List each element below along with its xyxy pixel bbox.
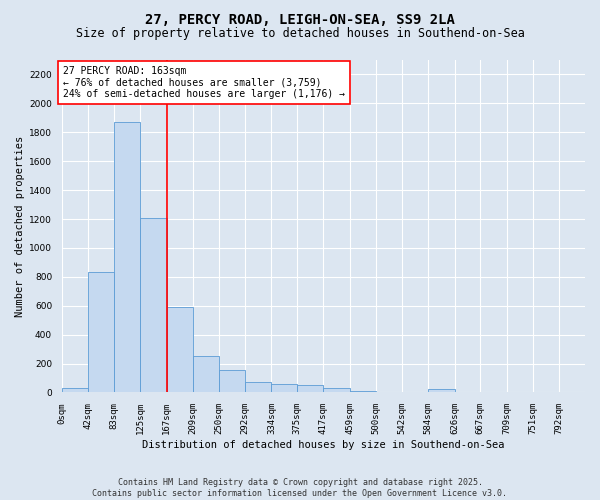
Bar	[350, 391, 376, 392]
Bar	[140, 218, 167, 392]
Bar	[245, 382, 271, 392]
Text: Size of property relative to detached houses in Southend-on-Sea: Size of property relative to detached ho…	[76, 28, 524, 40]
Text: 27, PERCY ROAD, LEIGH-ON-SEA, SS9 2LA: 27, PERCY ROAD, LEIGH-ON-SEA, SS9 2LA	[145, 12, 455, 26]
X-axis label: Distribution of detached houses by size in Southend-on-Sea: Distribution of detached houses by size …	[142, 440, 505, 450]
Text: Contains HM Land Registry data © Crown copyright and database right 2025.
Contai: Contains HM Land Registry data © Crown c…	[92, 478, 508, 498]
Bar	[271, 384, 297, 392]
Bar	[218, 370, 245, 392]
Bar	[88, 272, 114, 392]
Bar	[323, 388, 350, 392]
Bar	[297, 385, 323, 392]
Bar	[428, 389, 455, 392]
Y-axis label: Number of detached properties: Number of detached properties	[15, 136, 25, 317]
Bar	[167, 307, 193, 392]
Bar	[62, 388, 88, 392]
Text: 27 PERCY ROAD: 163sqm
← 76% of detached houses are smaller (3,759)
24% of semi-d: 27 PERCY ROAD: 163sqm ← 76% of detached …	[63, 66, 345, 99]
Bar	[114, 122, 140, 392]
Bar	[193, 356, 218, 392]
